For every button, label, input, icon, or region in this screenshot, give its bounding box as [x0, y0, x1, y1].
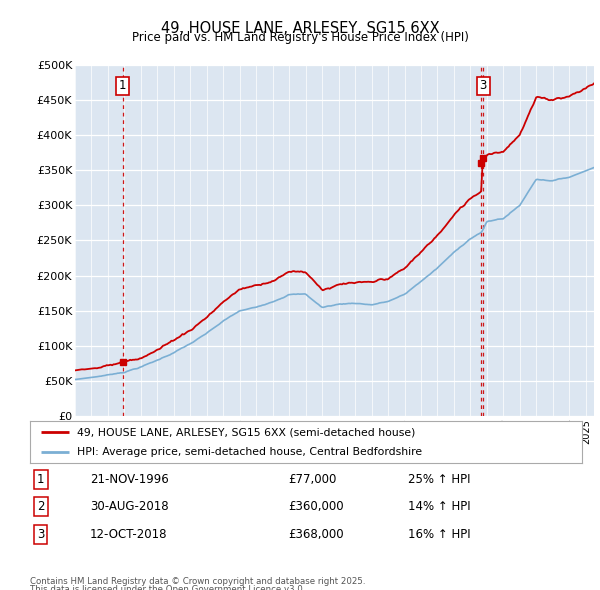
Text: 25% ↑ HPI: 25% ↑ HPI — [408, 473, 470, 486]
Text: 21-NOV-1996: 21-NOV-1996 — [90, 473, 169, 486]
Text: 49, HOUSE LANE, ARLESEY, SG15 6XX (semi-detached house): 49, HOUSE LANE, ARLESEY, SG15 6XX (semi-… — [77, 427, 415, 437]
Text: 12-OCT-2018: 12-OCT-2018 — [90, 528, 167, 541]
Text: £360,000: £360,000 — [288, 500, 344, 513]
Text: 2: 2 — [37, 500, 44, 513]
Text: 3: 3 — [479, 80, 487, 93]
Text: 1: 1 — [119, 80, 127, 93]
Text: 14% ↑ HPI: 14% ↑ HPI — [408, 500, 470, 513]
Text: 1: 1 — [37, 473, 44, 486]
Text: 49, HOUSE LANE, ARLESEY, SG15 6XX: 49, HOUSE LANE, ARLESEY, SG15 6XX — [161, 21, 439, 35]
Text: £368,000: £368,000 — [288, 528, 344, 541]
Text: 16% ↑ HPI: 16% ↑ HPI — [408, 528, 470, 541]
Text: £77,000: £77,000 — [288, 473, 337, 486]
Text: This data is licensed under the Open Government Licence v3.0.: This data is licensed under the Open Gov… — [30, 585, 305, 590]
Text: Contains HM Land Registry data © Crown copyright and database right 2025.: Contains HM Land Registry data © Crown c… — [30, 577, 365, 586]
Text: HPI: Average price, semi-detached house, Central Bedfordshire: HPI: Average price, semi-detached house,… — [77, 447, 422, 457]
Text: 30-AUG-2018: 30-AUG-2018 — [90, 500, 169, 513]
Text: 3: 3 — [37, 528, 44, 541]
Text: Price paid vs. HM Land Registry's House Price Index (HPI): Price paid vs. HM Land Registry's House … — [131, 31, 469, 44]
